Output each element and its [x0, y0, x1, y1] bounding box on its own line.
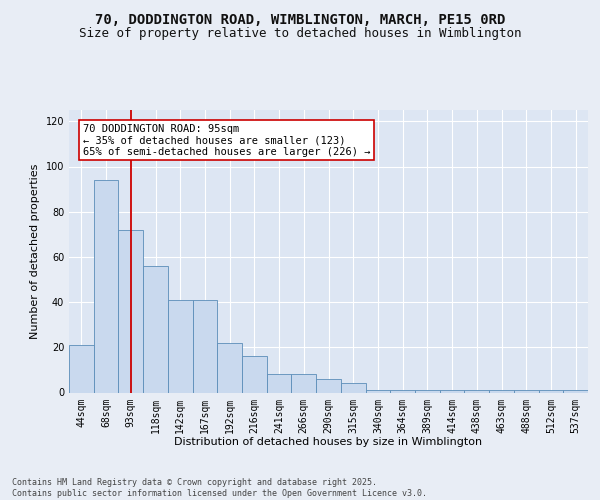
- Bar: [539, 390, 563, 392]
- Y-axis label: Number of detached properties: Number of detached properties: [30, 164, 40, 339]
- Bar: [242, 356, 267, 392]
- Bar: [143, 266, 168, 392]
- Text: Size of property relative to detached houses in Wimblington: Size of property relative to detached ho…: [79, 28, 521, 40]
- Bar: [341, 384, 365, 392]
- Bar: [489, 390, 514, 392]
- Bar: [440, 390, 464, 392]
- Bar: [365, 390, 390, 392]
- Bar: [390, 390, 415, 392]
- Bar: [415, 390, 440, 392]
- Bar: [118, 230, 143, 392]
- Bar: [217, 343, 242, 392]
- Bar: [514, 390, 539, 392]
- Bar: [168, 300, 193, 392]
- Text: Contains HM Land Registry data © Crown copyright and database right 2025.
Contai: Contains HM Land Registry data © Crown c…: [12, 478, 427, 498]
- Bar: [316, 379, 341, 392]
- X-axis label: Distribution of detached houses by size in Wimblington: Distribution of detached houses by size …: [175, 437, 482, 447]
- Bar: [69, 345, 94, 393]
- Text: 70, DODDINGTON ROAD, WIMBLINGTON, MARCH, PE15 0RD: 70, DODDINGTON ROAD, WIMBLINGTON, MARCH,…: [95, 12, 505, 26]
- Bar: [267, 374, 292, 392]
- Text: 70 DODDINGTON ROAD: 95sqm
← 35% of detached houses are smaller (123)
65% of semi: 70 DODDINGTON ROAD: 95sqm ← 35% of detac…: [83, 124, 370, 157]
- Bar: [193, 300, 217, 392]
- Bar: [563, 390, 588, 392]
- Bar: [464, 390, 489, 392]
- Bar: [94, 180, 118, 392]
- Bar: [292, 374, 316, 392]
